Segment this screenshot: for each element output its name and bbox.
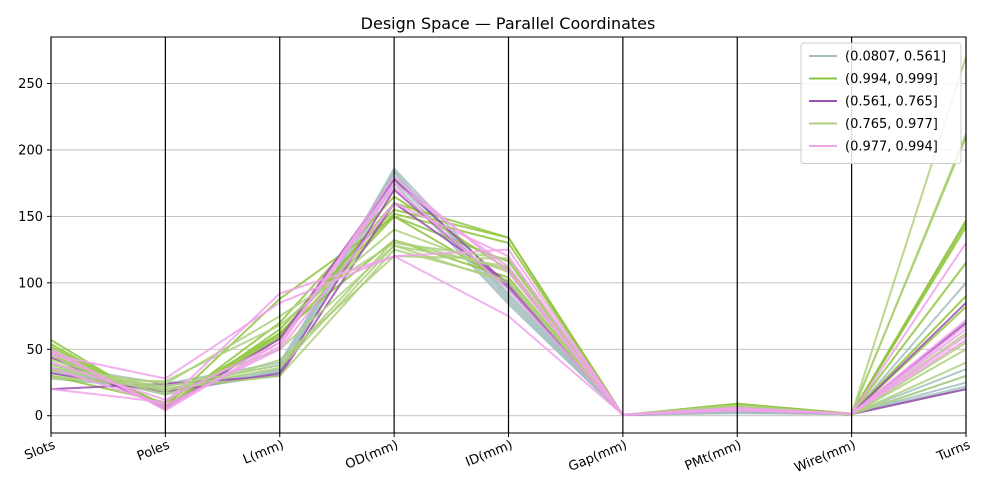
legend-label: (0.765, 0.977] (845, 117, 938, 132)
x-tick-label: L(mm) (241, 438, 286, 468)
x-tick-label: Turns (934, 438, 973, 465)
x-tick-label: Wire(mm) (792, 438, 858, 476)
y-tick-label: 250 (18, 77, 43, 92)
x-axis: Slots Poles L(mm) OD(mm) ID(mm) Gap(mm) PMt(mm… (22, 433, 973, 476)
y-tick-label: 50 (26, 343, 43, 358)
legend-label: (0.561, 0.765] (845, 95, 938, 110)
y-tick-label: 150 (18, 210, 43, 225)
legend-label: (0.994, 0.999] (845, 72, 938, 87)
y-tick-label: 100 (18, 276, 43, 291)
y-tick-label: 200 (18, 143, 43, 158)
legend-label: (0.0807, 0.561] (845, 50, 946, 65)
x-tick-label: Gap(mm) (566, 438, 629, 475)
x-tick-label: Slots (22, 438, 57, 464)
legend-label: (0.977, 0.994] (845, 140, 938, 155)
x-tick-label: Poles (135, 438, 172, 465)
x-tick-label: OD(mm) (343, 438, 400, 473)
chart-title: Design Space — Parallel Coordinates (361, 14, 656, 33)
x-tick-label: PMt(mm) (683, 438, 744, 474)
y-axis: 0 50 100 150 200 250 (18, 77, 51, 424)
legend-frame (800, 42, 962, 164)
legend: (0.0807, 0.561] (0.994, 0.999] (0.561, 0.7… (800, 42, 962, 164)
dimension-axes (50, 37, 967, 433)
x-tick-label: ID(mm) (464, 438, 515, 470)
y-tick-label: 0 (35, 409, 43, 424)
